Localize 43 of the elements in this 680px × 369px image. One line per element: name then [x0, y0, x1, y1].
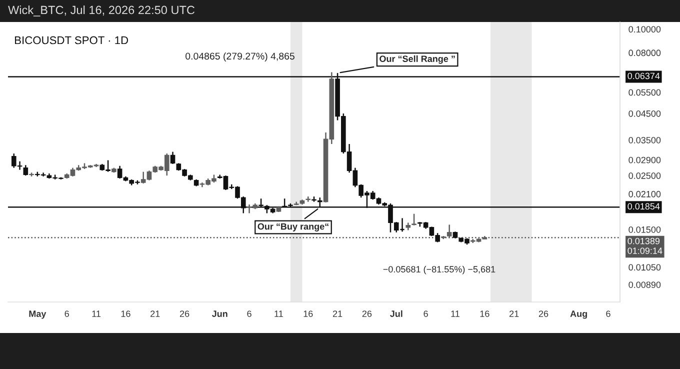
- ref-line-label: 0.06374: [628, 72, 660, 80]
- annotation: Our “Sell Range ”: [380, 55, 455, 64]
- x-tick-label: May: [29, 310, 46, 319]
- candlestick: [412, 213, 416, 226]
- x-tick-label: 21: [510, 310, 519, 317]
- y-tick-label: 0.01050: [628, 264, 661, 271]
- x-tick-label: 26: [538, 310, 548, 317]
- y-tick-label: 0.02500: [628, 172, 661, 179]
- candlestick: [23, 164, 28, 176]
- y-tick-label: 0.02900: [628, 156, 661, 164]
- x-tick-label: 21: [332, 310, 342, 317]
- x-tick-label: 16: [480, 310, 490, 317]
- y-tick-label: 0.00890: [628, 282, 661, 288]
- text: Wick_BTC, Jul 16, 2026 22:50 UTC: [8, 6, 195, 16]
- annotation: Our “Buy range“: [258, 223, 328, 232]
- text: BICOUSDT SPOT · 1D: [15, 36, 128, 44]
- ref-line-label: 0.01854: [628, 203, 660, 210]
- y-tick-label: 0.01500: [628, 226, 661, 233]
- y-tick-label: 0.10000: [628, 26, 661, 33]
- annotation: −0.05681 (−81.55%) −5,681: [383, 266, 496, 274]
- annotation: 0.04865 (279.27%) 4,865: [186, 52, 294, 62]
- x-tick-label: 16: [304, 310, 313, 317]
- x-tick-label: 6: [606, 310, 610, 317]
- x-tick-label: Jun: [212, 310, 228, 317]
- y-tick-label: 0.02100: [628, 190, 661, 198]
- y-tick-label: 0.08000: [628, 50, 661, 56]
- x-tick-label: 21: [150, 310, 160, 317]
- x-tick-label: Aug: [570, 310, 587, 319]
- x-tick-label: 6: [64, 310, 69, 317]
- x-tick-label: 26: [362, 310, 372, 317]
- ref-line-label: 0.01389 01:09:14: [628, 238, 662, 254]
- x-tick-label: 11: [92, 310, 101, 317]
- x-tick-label: 6: [424, 310, 428, 317]
- x-tick-label: 26: [180, 310, 190, 317]
- x-tick-label: 11: [451, 310, 460, 317]
- y-tick-label: 0.05500: [628, 89, 661, 96]
- candlestick: [170, 151, 176, 165]
- y-tick-label: 0.04500: [628, 110, 661, 117]
- y-tick-label: 0.03500: [628, 136, 661, 144]
- x-tick-label: 16: [121, 310, 130, 317]
- x-tick-label: 11: [274, 310, 283, 317]
- x-tick-label: 6: [247, 310, 252, 317]
- x-tick-label: Jul: [390, 310, 402, 317]
